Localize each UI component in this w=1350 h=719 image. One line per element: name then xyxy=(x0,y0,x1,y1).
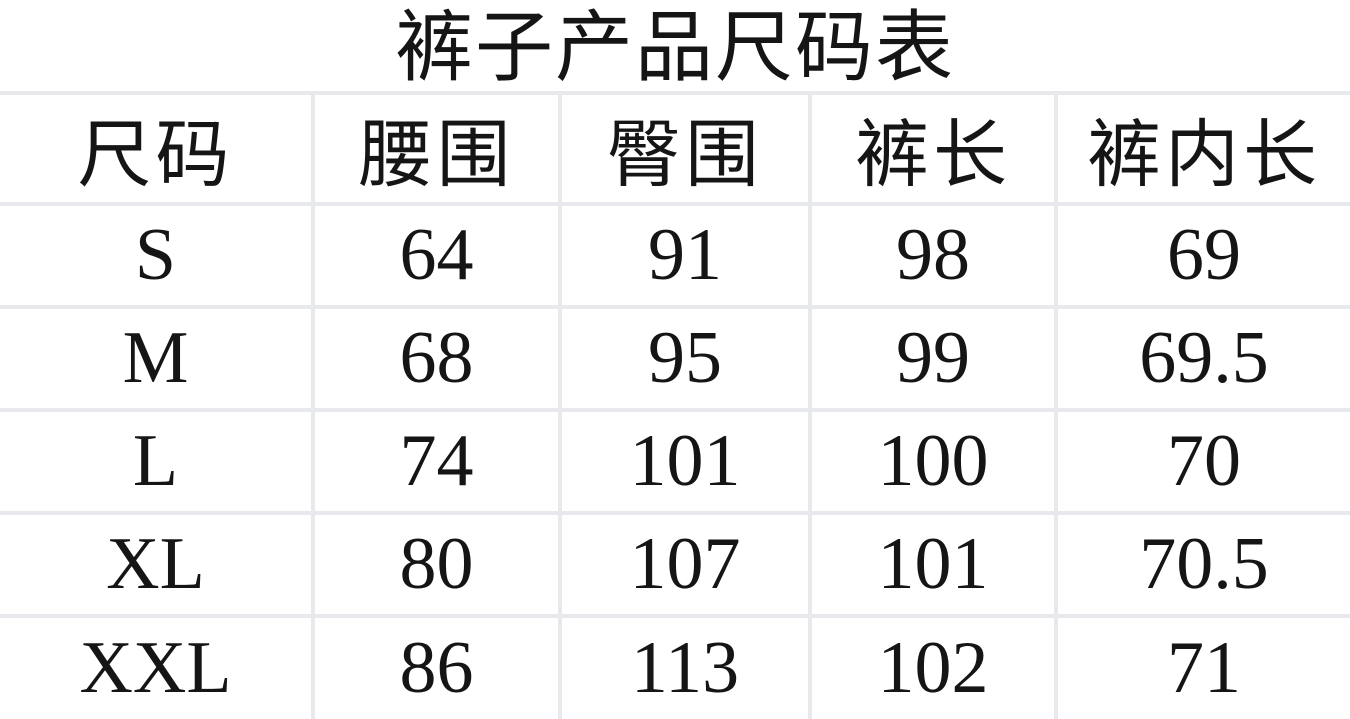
table-header-row: 尺码 腰围 臀围 裤长 裤内长 xyxy=(0,91,1350,206)
cell-inseam: 70 xyxy=(1054,408,1350,515)
cell-waist: 74 xyxy=(311,408,562,515)
cell-waist: 80 xyxy=(311,511,562,618)
cell-inseam: 71 xyxy=(1054,614,1350,719)
cell-hip: 101 xyxy=(558,408,812,515)
header-cell-pants-length: 裤长 xyxy=(808,91,1058,206)
cell-pants-length: 101 xyxy=(808,511,1058,618)
cell-pants-length: 100 xyxy=(808,408,1058,515)
cell-pants-length: 98 xyxy=(808,202,1058,309)
cell-hip: 113 xyxy=(558,614,812,719)
cell-waist: 64 xyxy=(311,202,562,309)
header-cell-waist: 腰围 xyxy=(311,91,562,206)
cell-waist: 68 xyxy=(311,305,562,412)
table-row: L 74 101 100 70 xyxy=(0,408,1350,515)
cell-inseam: 69 xyxy=(1054,202,1350,309)
cell-size: S xyxy=(0,202,315,309)
cell-pants-length: 99 xyxy=(808,305,1058,412)
cell-hip: 91 xyxy=(558,202,812,309)
cell-hip: 107 xyxy=(558,511,812,618)
size-chart-table: 尺码 腰围 臀围 裤长 裤内长 S 64 91 98 69 M 68 95 99… xyxy=(0,91,1350,719)
cell-size: M xyxy=(0,305,315,412)
cell-size: XL xyxy=(0,511,315,618)
table-row: M 68 95 99 69.5 xyxy=(0,305,1350,412)
table-row: S 64 91 98 69 xyxy=(0,202,1350,309)
header-cell-size: 尺码 xyxy=(0,91,315,206)
cell-hip: 95 xyxy=(558,305,812,412)
table-row: XL 80 107 101 70.5 xyxy=(0,511,1350,618)
cell-pants-length: 102 xyxy=(808,614,1058,719)
cell-waist: 86 xyxy=(311,614,562,719)
cell-inseam: 69.5 xyxy=(1054,305,1350,412)
header-cell-hip: 臀围 xyxy=(558,91,812,206)
page-title: 裤子产品尺码表 xyxy=(394,4,955,91)
header-cell-inseam: 裤内长 xyxy=(1054,91,1350,206)
cell-size: XXL xyxy=(0,614,315,719)
cell-inseam: 70.5 xyxy=(1054,511,1350,618)
cell-size: L xyxy=(0,408,315,515)
table-row: XXL 86 113 102 71 xyxy=(0,614,1350,719)
